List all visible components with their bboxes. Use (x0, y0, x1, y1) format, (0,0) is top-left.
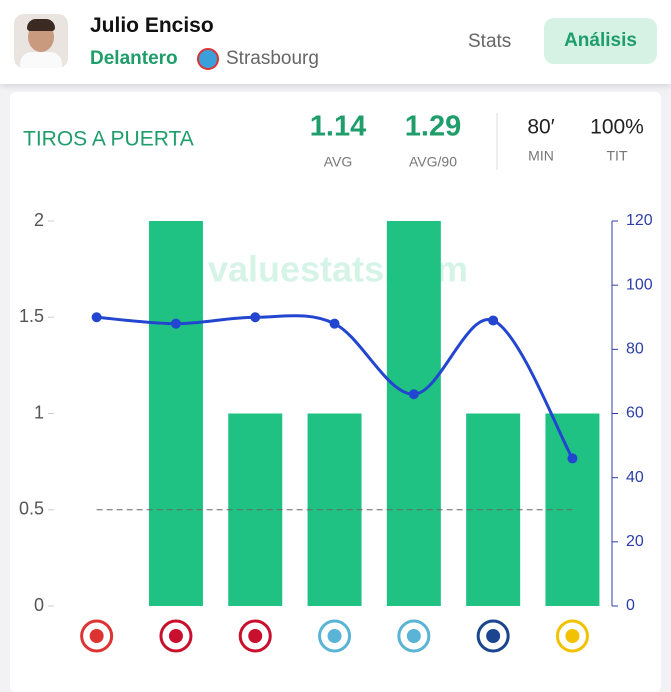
y-tick-label: 0.5 (19, 499, 44, 519)
bar (307, 413, 362, 606)
y-tick-label: 1 (34, 402, 44, 422)
position: Delantero (90, 48, 178, 69)
team-logo-inner (327, 629, 342, 643)
y2-tick-label: 100 (626, 276, 653, 293)
y-tick-label: 2 (34, 210, 44, 230)
point (408, 389, 419, 400)
stat-label: AVG (324, 154, 353, 170)
tab-active[interactable]: Análisis (544, 18, 657, 64)
stat-label: AVG/90 (409, 154, 457, 170)
y2-tick-label: 20 (626, 533, 644, 550)
avatar (14, 14, 68, 68)
team-logo-inner (486, 629, 501, 643)
point (329, 318, 340, 329)
card-title: TIROS A PUERTA (23, 128, 194, 151)
bar (148, 221, 203, 606)
club: Strasbourg (226, 48, 319, 69)
y2-tick-label: 120 (626, 212, 653, 229)
y2-tick-label: 0 (626, 597, 635, 614)
point (170, 318, 181, 329)
y2-tick-label: 80 (626, 341, 644, 358)
player-name: Julio Enciso (90, 14, 214, 37)
bar (386, 221, 441, 606)
club-logo (197, 48, 219, 70)
stat-label: MIN (528, 148, 554, 164)
team-logo-inner (168, 629, 183, 643)
team-logo-inner (248, 629, 263, 643)
stat-value: 100% (590, 116, 644, 139)
bar (228, 413, 283, 606)
team-logo-inner (565, 629, 580, 643)
y-tick-label: 0 (34, 595, 44, 615)
header: Julio Enciso Delantero Strasbourg Stats … (0, 0, 671, 84)
point (250, 312, 261, 323)
stat-value: 80′ (527, 116, 554, 139)
team-logo-inner (89, 629, 104, 643)
point (488, 315, 499, 326)
y-tick-label: 1.5 (19, 306, 44, 326)
point (91, 312, 102, 323)
y2-tick-label: 60 (626, 405, 644, 422)
tab[interactable]: Stats (468, 31, 512, 52)
line (96, 314, 574, 460)
y2-tick-label: 40 (626, 469, 644, 486)
team-logo-inner (406, 629, 421, 643)
stat-label: TIT (607, 148, 628, 164)
stat-value: 1.29 (405, 111, 461, 143)
stat-value: 1.14 (310, 111, 366, 143)
point (567, 453, 578, 464)
